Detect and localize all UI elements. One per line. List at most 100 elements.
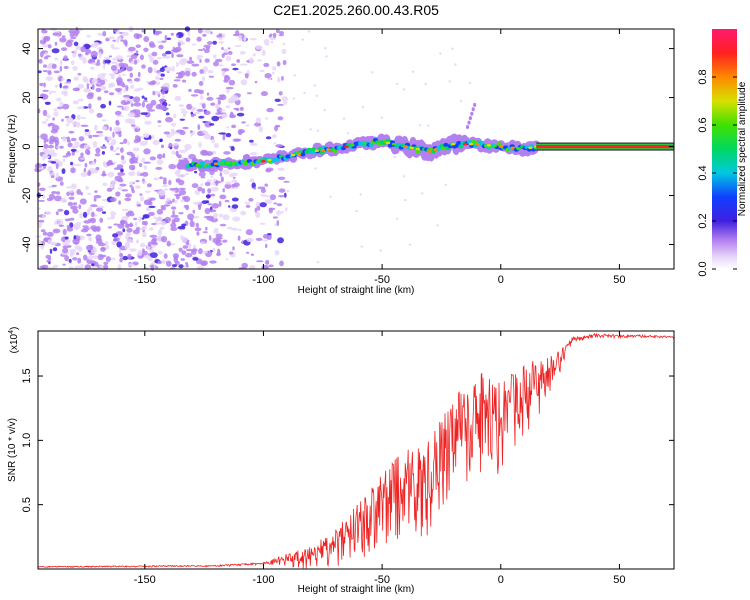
- snr-frame: [38, 331, 674, 569]
- noise-dot: [222, 239, 228, 243]
- noise-dot: [106, 187, 113, 192]
- noise-dot: [51, 48, 60, 54]
- noise-dot: [218, 40, 224, 44]
- noise-dot: [198, 115, 205, 119]
- noise-dot: [236, 108, 240, 112]
- noise-dot: [276, 203, 283, 207]
- noise-dot: [80, 172, 89, 177]
- noise-dot: [44, 52, 48, 56]
- noise-dot: [219, 194, 227, 200]
- noise-dot: [122, 228, 126, 233]
- noise-dot: [80, 229, 89, 233]
- noise-dot: [112, 131, 115, 138]
- noise-dot: [215, 233, 223, 239]
- noise-dot: [252, 53, 256, 57]
- noise-dot: [145, 206, 151, 212]
- noise-dot: [60, 197, 67, 203]
- noise-dot: [325, 55, 328, 58]
- noise-dot: [52, 228, 61, 234]
- noise-dot: [215, 58, 223, 63]
- noise-dot: [148, 81, 156, 86]
- ridge-blob: [458, 144, 464, 149]
- noise-dot: [264, 183, 269, 187]
- noise-dot: [80, 116, 87, 120]
- noise-dot: [211, 203, 220, 209]
- noise-dot: [379, 249, 382, 252]
- snr-panel: -150 -100 -50 0 50 0.5 1.0 1.5 Height of strai…: [7, 327, 675, 595]
- noise-dot: [262, 239, 269, 242]
- noise-dot: [173, 113, 177, 119]
- noise-dot: [144, 120, 152, 125]
- noise-dot: [115, 153, 120, 156]
- noise-dot: [156, 153, 163, 160]
- noise-dot: [95, 207, 104, 212]
- noise-dot: [217, 99, 221, 105]
- noise-dot: [183, 264, 187, 268]
- noise-dot: [141, 217, 145, 220]
- noise-dot: [202, 33, 207, 37]
- noise-dot: [346, 132, 350, 135]
- noise-dot: [162, 95, 165, 99]
- noise-dot: [153, 216, 157, 219]
- noise-dot: [192, 244, 197, 249]
- noise-dot: [309, 128, 312, 131]
- noise-dot: [104, 56, 111, 60]
- noise-dot: [107, 171, 115, 178]
- noise-dot: [204, 58, 210, 63]
- noise-dot: [197, 124, 201, 131]
- noise-dot: [129, 248, 137, 252]
- noise-dot: [180, 110, 188, 114]
- noise-dot: [67, 142, 73, 148]
- noise-dot: [165, 37, 172, 40]
- noise-dot: [200, 260, 208, 266]
- noise-dot: [85, 244, 94, 251]
- noise-dot: [123, 105, 130, 112]
- noise-dot: [86, 208, 91, 216]
- noise-dot: [126, 238, 134, 243]
- noise-dot: [141, 64, 146, 69]
- noise-dot: [222, 33, 226, 38]
- noise-dot: [277, 167, 285, 171]
- ridge-blob: [433, 148, 438, 151]
- noise-dot: [171, 65, 175, 72]
- noise-dot: [259, 69, 265, 73]
- noise-dot: [83, 144, 90, 149]
- noise-dot: [110, 145, 114, 151]
- noise-dot: [42, 89, 49, 92]
- noise-dot: [61, 47, 68, 51]
- noise-dot: [38, 187, 46, 191]
- noise-dot: [61, 35, 66, 38]
- noise-dot: [202, 231, 208, 234]
- noise-dot: [239, 63, 248, 66]
- noise-dot: [57, 208, 64, 212]
- steady-band: [536, 142, 674, 151]
- noise-dot: [228, 79, 236, 86]
- noise-dot: [202, 47, 205, 51]
- noise-dot: [250, 253, 254, 256]
- noise-dot: [454, 63, 457, 66]
- noise-dot: [138, 163, 143, 167]
- noise-dot: [116, 164, 124, 170]
- noise-dot: [174, 255, 178, 260]
- ridge-blob: [463, 142, 468, 146]
- spectrogram-border: [37, 28, 675, 270]
- noise-dot: [189, 56, 193, 61]
- noise-dot: [148, 211, 155, 216]
- noise-dot: [127, 263, 135, 267]
- ridge-blob: [498, 145, 503, 148]
- noise-dot: [194, 227, 202, 232]
- noise-dot: [208, 75, 214, 78]
- noise-dot: [64, 239, 72, 244]
- noise-dot: [284, 192, 287, 198]
- noise-dot: [196, 108, 204, 112]
- noise-dot: [175, 61, 179, 68]
- noise-dot: [102, 182, 108, 187]
- noise-dot: [239, 51, 246, 55]
- noise-dot: [101, 73, 107, 76]
- noise-dot: [277, 116, 284, 121]
- noise-dot: [104, 90, 109, 94]
- noise-dot: [109, 82, 115, 88]
- noise-dot: [64, 255, 69, 262]
- noise-dot: [286, 190, 290, 193]
- noise-dot: [307, 30, 311, 33]
